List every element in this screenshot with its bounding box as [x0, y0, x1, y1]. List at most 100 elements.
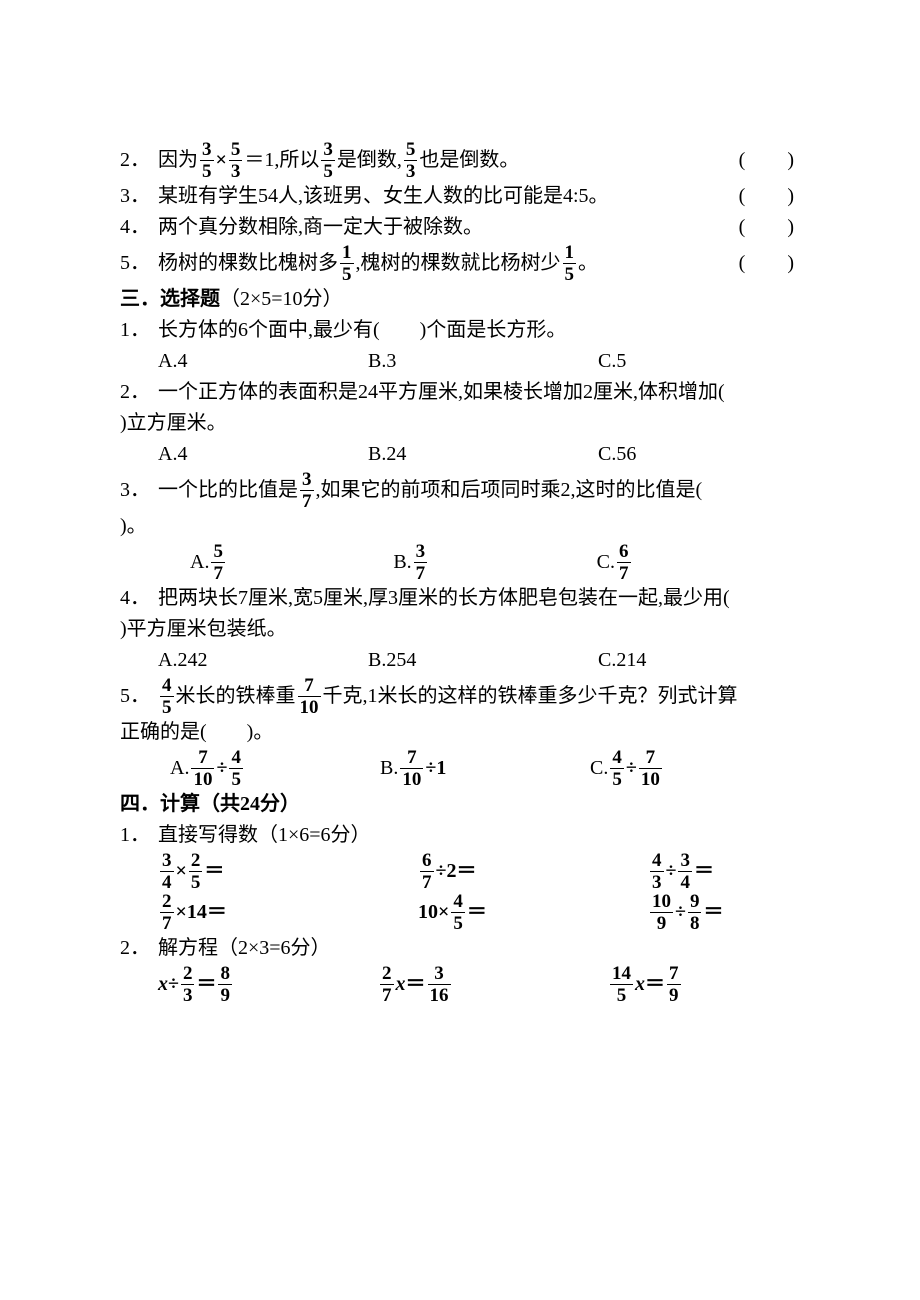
fraction: 25 — [189, 851, 203, 892]
eq-op: ＝ — [406, 969, 426, 1000]
fraction: 27 — [380, 964, 394, 1005]
option-c: C.5 — [598, 346, 800, 377]
option-b: B.37 — [393, 542, 596, 583]
eq-op: ＝ — [196, 969, 216, 1000]
fraction: 37 — [300, 470, 314, 511]
fraction: 710 — [298, 676, 321, 717]
fraction: 53 — [229, 140, 243, 181]
fraction: 53 — [404, 140, 418, 181]
text: ＝1,所以 — [244, 145, 319, 176]
qnum: 1． — [120, 315, 158, 346]
fraction: 45 — [610, 748, 624, 789]
mc-q3-options: A.57 B.37 C.67 — [120, 542, 800, 583]
fraction: 37 — [414, 542, 428, 583]
mc-q2-cont: )立方厘米。 — [120, 408, 800, 439]
mc-q2: 2． 一个正方体的表面积是24平方厘米,如果棱长增加2厘米,体积增加( — [120, 377, 800, 408]
answer-blank — [739, 248, 800, 279]
div-op: ÷ — [436, 856, 447, 887]
fraction: 15 — [563, 243, 577, 284]
mc-q1: 1． 长方体的6个面中,最少有( )个面是长方形。 — [120, 315, 800, 346]
mc-q5-options: A. 710 ÷ 45 B. 710 ÷1 C. 45 ÷ 710 — [120, 748, 800, 789]
text: 一个比的比值是 — [158, 475, 298, 506]
option-b: B.254 — [368, 645, 598, 676]
text: )立方厘米。 — [120, 408, 227, 439]
eq-op: ＝ — [207, 897, 227, 928]
eq-op: ＝ — [204, 856, 224, 887]
text: 米长的铁棒重 — [176, 681, 296, 712]
mc-q3-cont: )。 — [120, 511, 800, 542]
fraction: 45 — [229, 748, 243, 789]
fraction: 34 — [678, 851, 692, 892]
tf-q5: 5． 杨树的棵数比槐树多 15 ,槐树的棵数就比杨树少 15 。 — [120, 243, 800, 284]
fraction: 67 — [420, 851, 434, 892]
calc-row-2: 27 × 14 ＝ 10 × 45 ＝ 109 ÷ 98 ＝ — [120, 892, 800, 933]
calc-row-1: 34 × 25 ＝ 67 ÷ 2 ＝ 43 ÷ 34 ＝ — [120, 851, 800, 892]
section-title: 四．计算（共24分） — [120, 789, 300, 820]
mc-q3: 3． 一个比的比值是 37 ,如果它的前项和后项同时乘2,这时的比值是( — [120, 470, 800, 511]
answer-blank — [739, 181, 800, 212]
expr: 43 ÷ 34 ＝ — [648, 851, 800, 892]
number: 14 — [187, 897, 207, 928]
option-a: A.4 — [158, 439, 368, 470]
times-op: × — [176, 856, 187, 887]
text: 解方程（2×3=6分） — [158, 933, 331, 964]
fraction: 710 — [191, 748, 214, 789]
section-points: （2×5=10分） — [220, 284, 343, 315]
text: 。 — [578, 248, 598, 279]
text: 两个真分数相除,商一定大于被除数。 — [158, 212, 483, 243]
fraction: 57 — [211, 542, 225, 583]
qnum: 4． — [120, 212, 158, 243]
fraction: 23 — [181, 964, 195, 1005]
option-a: A. 710 ÷ 45 — [170, 748, 380, 789]
text: 是倒数, — [337, 145, 402, 176]
tf-q2: 2． 因为 35 × 53 ＝1,所以 35 是倒数, 53 也是倒数。 — [120, 140, 800, 181]
expr: 34 × 25 ＝ — [158, 851, 418, 892]
fraction: 45 — [451, 892, 465, 933]
text: 杨树的棵数比槐树多 — [158, 248, 338, 279]
expr: 10 × 45 ＝ — [418, 892, 648, 933]
section-title: 三．选择题 — [120, 284, 220, 315]
qnum: 2． — [120, 145, 158, 176]
div-op: ÷ — [675, 897, 686, 928]
fraction: 316 — [428, 964, 451, 1005]
fraction: 89 — [218, 964, 232, 1005]
equation-row: x ÷ 23 ＝ 89 27 x ＝ 316 145 x ＝ 79 — [120, 964, 800, 1005]
fraction: 710 — [400, 748, 423, 789]
times: × — [216, 145, 227, 176]
option-c: C.67 — [597, 542, 800, 583]
text: ,槐树的棵数就比杨树少 — [356, 248, 561, 279]
qnum: 5． — [120, 248, 158, 279]
fraction: 79 — [667, 964, 681, 1005]
text: 直接写得数（1×6=6分） — [158, 820, 371, 851]
fraction: 27 — [160, 892, 174, 933]
option-a: A.57 — [190, 542, 393, 583]
tf-q4: 4． 两个真分数相除,商一定大于被除数。 — [120, 212, 800, 243]
div-op: ÷1 — [425, 753, 446, 784]
div-op: ÷ — [168, 969, 179, 1000]
text: 也是倒数。 — [419, 145, 519, 176]
answer-blank — [739, 145, 800, 176]
equation-2: 27 x ＝ 316 — [378, 964, 608, 1005]
times-op: × — [176, 897, 187, 928]
option-c: C.56 — [598, 439, 800, 470]
calc-q1: 1． 直接写得数（1×6=6分） — [120, 820, 800, 851]
mc-q5-cont: 正确的是( )。 — [120, 717, 800, 748]
qnum: 3． — [120, 181, 158, 212]
qnum: 2． — [120, 933, 158, 964]
text: 一个正方体的表面积是24平方厘米,如果棱长增加2厘米,体积增加( — [158, 377, 725, 408]
number: 10 — [418, 897, 438, 928]
answer-blank — [739, 212, 800, 243]
text: ,如果它的前项和后项同时乘2,这时的比值是( — [316, 475, 703, 506]
qnum: 5． — [120, 681, 158, 712]
mc-q1-options: A.4 B.3 C.5 — [120, 346, 800, 377]
div-op: ÷ — [666, 856, 677, 887]
div-op: ÷ — [626, 753, 637, 784]
option-b: B. 710 ÷1 — [380, 748, 590, 789]
text: 某班有学生54人,该班男、女生人数的比可能是4:5。 — [158, 181, 609, 212]
expr: 27 × 14 ＝ — [158, 892, 418, 933]
fraction: 145 — [610, 964, 633, 1005]
mc-q5: 5． 45 米长的铁棒重 710 千克,1米长的这样的铁棒重多少千克？列式计算 — [120, 676, 800, 717]
option-c: C.214 — [598, 645, 800, 676]
eq-op: ＝ — [467, 897, 487, 928]
option-b: B.3 — [368, 346, 598, 377]
